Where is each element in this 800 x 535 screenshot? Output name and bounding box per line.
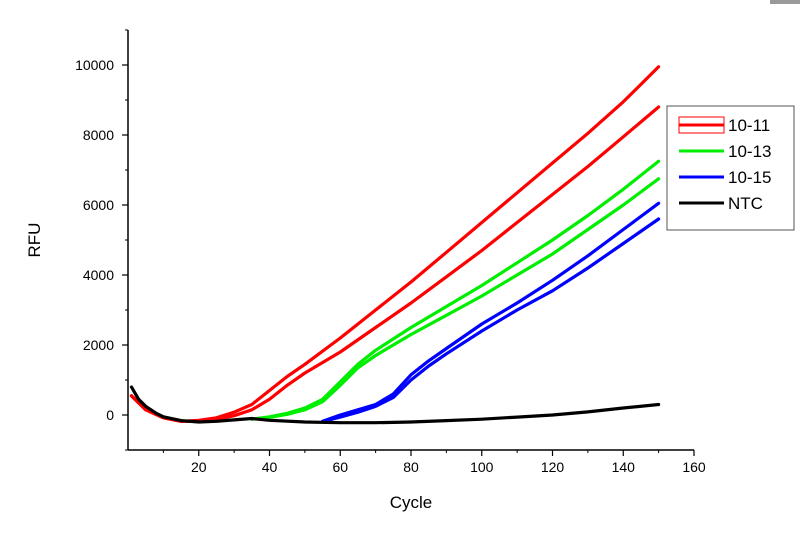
x-axis-title: Cycle <box>390 493 433 512</box>
series-line-10-11-1 <box>129 105 661 423</box>
legend-label: 10-11 <box>728 116 770 135</box>
x-tick-label: 60 <box>332 459 348 475</box>
y-tick-label: 0 <box>106 407 114 423</box>
legend-box <box>666 105 795 231</box>
y-axis-title: RFU <box>25 223 44 258</box>
series-line-10-15-4 <box>321 201 661 423</box>
x-tick-label: 100 <box>470 459 494 475</box>
series-line-10-13-2 <box>250 159 661 421</box>
y-tick-label: 4000 <box>83 267 114 283</box>
x-tick-label: 120 <box>541 459 565 475</box>
series-line-10-15-5 <box>321 217 661 424</box>
legend-label: 10-13 <box>728 142 771 161</box>
legend-label: NTC <box>728 194 763 213</box>
series-line-NTC-6 <box>129 385 661 425</box>
y-tick-label: 10000 <box>75 57 114 73</box>
series-line-10-13-3 <box>250 177 661 421</box>
x-tick-label: 140 <box>612 459 636 475</box>
x-tick-label: 20 <box>191 459 207 475</box>
window-corner-bar <box>770 0 800 4</box>
axes-layer: 0 2000 4000 6000 8000 10000 20 40 60 80 100 120 140 1… <box>75 29 706 475</box>
x-tick-label: 160 <box>682 459 706 475</box>
y-tick-label: 2000 <box>83 337 114 353</box>
legend-label: 10-15 <box>728 168 771 187</box>
x-tick-label: 80 <box>403 459 419 475</box>
series-layer <box>129 65 661 425</box>
series-line-10-11-0 <box>129 65 661 423</box>
y-tick-label: 8000 <box>83 127 114 143</box>
y-tick-label: 6000 <box>83 197 114 213</box>
legend: 10-11 10-13 10-15 NTC <box>666 105 795 231</box>
x-tick-label: 40 <box>262 459 278 475</box>
